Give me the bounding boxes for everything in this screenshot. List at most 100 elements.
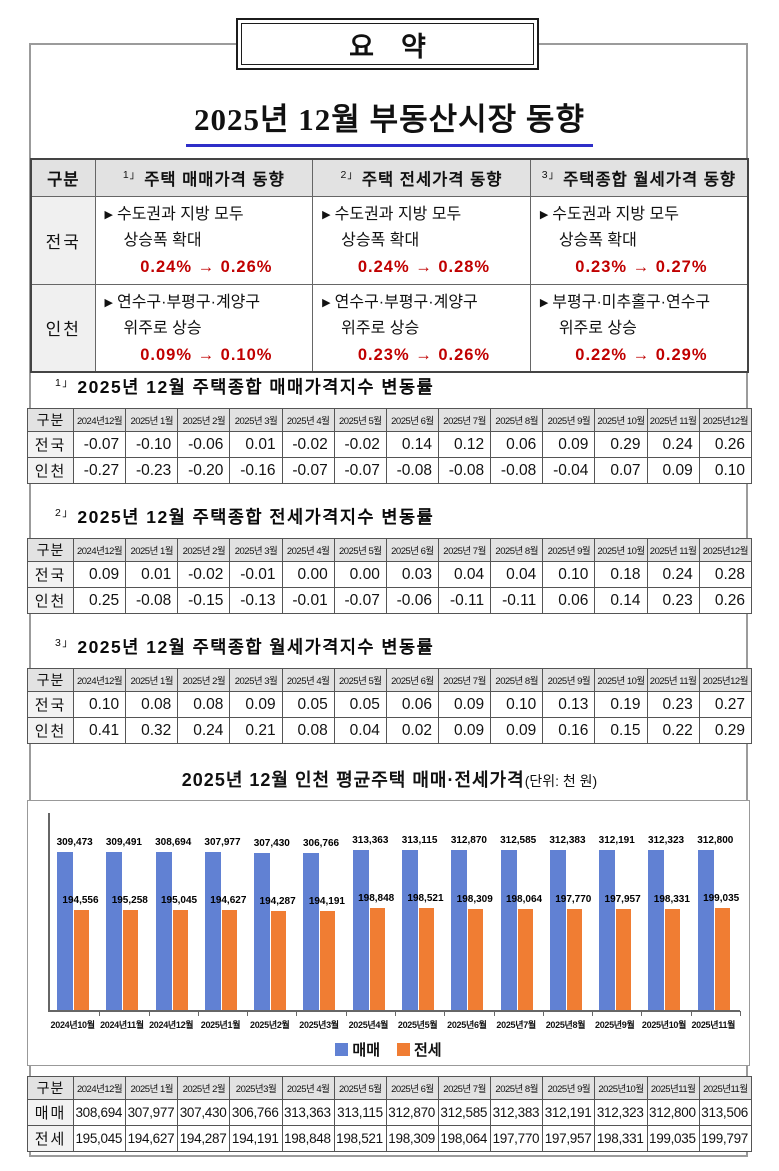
table-cell: 312,800	[646, 1099, 700, 1126]
rate-change-value: 0.22% → 0.29%	[575, 345, 708, 364]
month-col-header: 2025년 9월	[542, 1076, 596, 1100]
table-cell: 194,287	[177, 1125, 231, 1152]
sale-value-label: 307,977	[204, 837, 241, 848]
sale-bar	[500, 850, 517, 1010]
table-cell: 0.09	[542, 431, 596, 458]
table-cell: 0.03	[385, 561, 439, 588]
table-row: 전국 0.09 0.01 -0.02 -0.01 0.00 0.00 0.03 0.04 0.04…	[27, 561, 753, 588]
jeonse-bar	[74, 910, 89, 1010]
category-label: 2024년10월	[50, 1020, 96, 1030]
month-col-header: 2025년 5월	[333, 668, 387, 692]
bullet-triangle-icon: ▶	[539, 209, 549, 221]
jeonse-bar	[566, 909, 582, 1010]
table-cell: 0.08	[281, 717, 335, 744]
table-cell: 0.23	[646, 587, 700, 614]
table-cell: 198,064	[437, 1125, 492, 1152]
table-corner: 구분	[27, 668, 74, 692]
month-col-header: 2025년 6월	[385, 668, 439, 692]
table-cell: -0.13	[229, 587, 283, 614]
sale-value-label: 308,694	[155, 837, 192, 848]
jeonse-bar	[123, 910, 139, 1010]
sale-bar	[254, 853, 271, 1010]
table-cell: 194,627	[125, 1125, 179, 1152]
table-cell: 0.24	[646, 431, 700, 458]
table-cell: 0.01	[229, 431, 283, 458]
rate-change-value: 0.24% → 0.26%	[140, 258, 273, 276]
table-cell: -0.06	[385, 587, 439, 614]
jeonse-value-label: 194,191	[308, 896, 345, 907]
table-cell: 0.10	[698, 457, 753, 484]
table-cell: 0.18	[594, 561, 648, 588]
table-cell: 0.05	[281, 691, 335, 718]
index-table-1: 구분 2024년12월 2025년 1월 2025년 2월 2025년 3월 2025년 …	[27, 408, 753, 484]
table-cell: -0.07	[72, 431, 127, 458]
month-col-header: 2025년 3월	[229, 668, 283, 692]
footnote-marker: 1」	[122, 169, 142, 182]
month-col-header: 2025년 8월	[490, 538, 544, 562]
month-col-header: 2025년10월	[594, 1076, 648, 1100]
sale-value-label: 312,585	[500, 835, 537, 846]
table-cell: 0.32	[125, 717, 179, 744]
bar-group: 307,977 194,627	[198, 813, 249, 1016]
month-col-header: 2025년 9월	[542, 408, 596, 432]
table-cell: 0.13	[542, 691, 596, 718]
table-cell: -0.06	[177, 431, 231, 458]
month-col-header: 2024년12월	[72, 538, 127, 562]
row-label: 전세	[27, 1125, 74, 1152]
sale-bar	[106, 852, 123, 1010]
table-cell: 0.01	[125, 561, 179, 588]
chart-unit: (단위: 천 원)	[524, 773, 598, 789]
month-col-header: 2025년11월	[698, 1076, 753, 1100]
table-cell: -0.27	[72, 457, 127, 484]
month-col-header: 2025년 5월	[333, 538, 387, 562]
month-col-header: 2025년3월	[229, 1076, 283, 1100]
price-table: 구분 2024년12월 2025년 1월 2025년 2월 2025년3월 2025년 4…	[27, 1076, 753, 1152]
table-cell: 313,506	[698, 1099, 753, 1126]
jeonse-value-label: 194,287	[259, 896, 296, 907]
table-cell: -0.11	[437, 587, 492, 614]
summary-line: 위주로 상승	[341, 319, 420, 337]
table-cell: 0.29	[698, 717, 753, 744]
index-table-3: 구분 2024년12월 2025년 1월 2025년 2월 2025년 3월 2025년 …	[27, 668, 753, 744]
category-label: 2024년12월	[149, 1020, 194, 1030]
month-col-header: 2025년 2월	[177, 668, 231, 692]
table-cell: 0.10	[542, 561, 596, 588]
sale-bar	[57, 852, 73, 1010]
summary-col-header: 3」 주택종합 월세가격 동향	[529, 158, 749, 197]
summary-line: ▶ 연수구·부평구·계양구	[104, 293, 261, 311]
sale-value-label: 312,323	[647, 835, 685, 846]
section-title: 3」 2025년 12월 주택종합 월세가격지수 변동률	[55, 637, 435, 657]
category-label: 2025년6월	[447, 1020, 487, 1030]
table-row: 매매 308,694 307,977 307,430 306,766 313,363 313…	[27, 1099, 753, 1126]
jeonse-bar	[369, 908, 385, 1010]
row-label: 전국	[27, 561, 74, 588]
summary-line: 상승폭 확대	[558, 232, 637, 249]
table-cell: 0.21	[229, 717, 283, 744]
legend-swatch	[335, 1043, 349, 1056]
row-label: 인천	[27, 457, 74, 484]
table-cell: 0.09	[437, 717, 492, 744]
category-label: 2025년1월	[200, 1020, 241, 1030]
index-section-1: 1」 2025년 12월 주택종합 매매가격지수 변동률 구분 2024년12월 202…	[27, 374, 753, 484]
rate-change-value: 0.09% → 0.10%	[140, 345, 273, 364]
table-cell: -0.20	[177, 457, 231, 484]
table-cell: 308,694	[72, 1099, 127, 1126]
table-cell: 0.24	[177, 717, 231, 744]
footnote-marker: 3」	[541, 169, 561, 182]
table-cell: 199,035	[646, 1125, 700, 1152]
bullet-triangle-icon: ▶	[322, 209, 331, 221]
summary-table: 구분 1」 주택 매매가격 동향 2」 주택 전세가격 동향 3」 주택종합 월세가격 동향…	[30, 158, 749, 373]
category-label: 2025년8월	[545, 1020, 586, 1030]
table-cell: 0.41	[72, 717, 127, 744]
bar-group: 309,491 195,258	[99, 813, 150, 1016]
table-cell: 197,770	[490, 1125, 544, 1152]
summary-frame: 요 약	[236, 18, 539, 70]
sale-bar	[204, 852, 221, 1010]
table-cell: -0.07	[333, 587, 387, 614]
table-cell: 0.10	[490, 691, 544, 718]
month-col-header: 2025년 7월	[437, 668, 492, 692]
table-cell: 0.24	[646, 561, 700, 588]
table-cell: 0.04	[490, 561, 544, 588]
sale-bar	[549, 850, 566, 1010]
summary-row-label: 전국	[30, 195, 96, 285]
